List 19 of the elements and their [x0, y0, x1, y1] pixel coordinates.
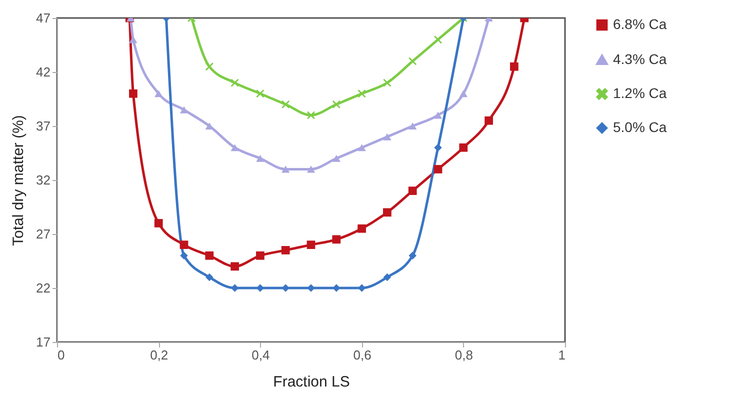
x-tick-label: 0,2 [150, 348, 168, 362]
x-tick-label: 0,4 [252, 348, 270, 362]
y-tick-label: 47 [36, 10, 50, 26]
x-tick-label: 0 [58, 348, 65, 362]
y-tick-label: 27 [36, 226, 50, 242]
x-tick-label: 1 [558, 348, 566, 362]
y-tick-label: 32 [36, 172, 50, 188]
legend-label: 6.8% Ca [613, 16, 667, 32]
legend-label: 5.0% Ca [613, 119, 667, 135]
y-axis-title: Total dry matter (%) [10, 115, 28, 246]
legend-label: 4.3% Ca [613, 51, 667, 67]
y-tick-label: 42 [36, 64, 50, 80]
legend-label: 1.2% Ca [613, 85, 667, 101]
y-tick-label: 22 [36, 280, 50, 296]
x-axis-title: Fraction LS [273, 374, 350, 390]
x-tick-label: 0,8 [454, 348, 473, 362]
y-tick-label: 17 [36, 334, 50, 350]
x-tick-label: 0,6 [353, 348, 372, 362]
y-tick-label: 37 [36, 118, 50, 134]
